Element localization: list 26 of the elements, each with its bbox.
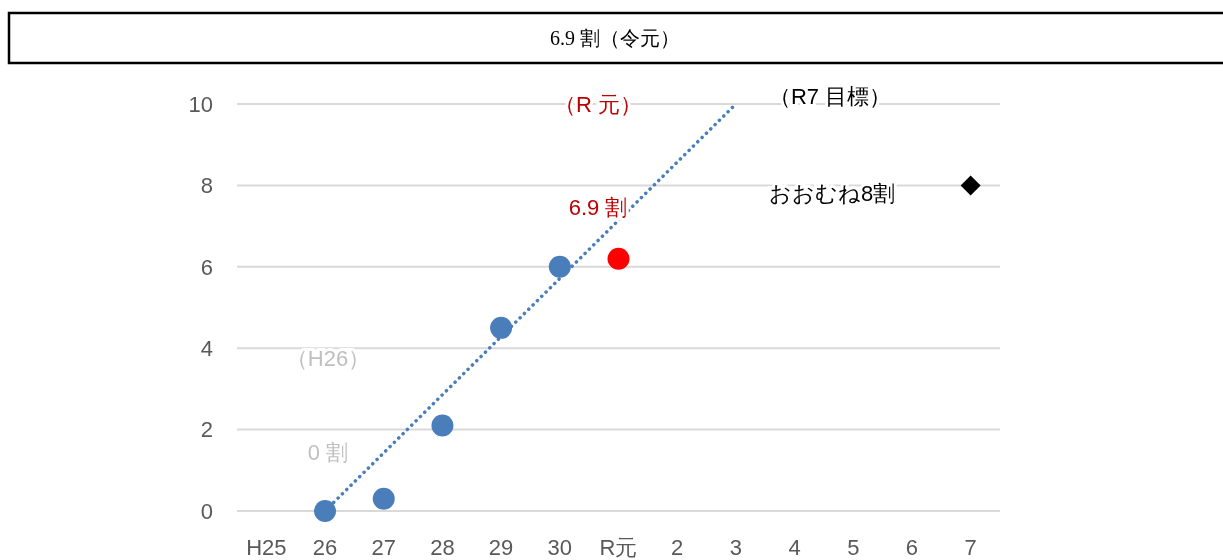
y-tick-label: 4	[200, 335, 213, 361]
x-tick-label: 30	[547, 535, 573, 560]
x-tick-label: 6	[905, 535, 919, 560]
annotation: 0 割	[307, 440, 349, 465]
x-tick-label: 28	[430, 535, 455, 560]
x-tick-label: 4	[788, 535, 801, 560]
x-tick-label: 3	[729, 535, 743, 560]
annotation: おおむね8割	[768, 181, 896, 206]
chart-title: 6.9 割（令元）	[550, 27, 680, 49]
x-tick-label: 27	[371, 535, 396, 560]
x-tick-label: 5	[847, 535, 860, 560]
x-tick-label: H25	[246, 535, 287, 560]
y-tick-label: 0	[200, 498, 213, 524]
x-tick-label: 26	[312, 535, 338, 560]
annotation: （H26）	[285, 346, 371, 371]
x-tick-label: R元	[599, 535, 638, 560]
x-tick-label: 2	[671, 535, 684, 560]
x-tick-label: 29	[488, 535, 514, 560]
y-tick-label: 6	[200, 254, 213, 280]
annotation: （R 元）	[554, 92, 642, 117]
y-tick-label: 8	[200, 173, 213, 199]
x-tick-label: 7	[964, 535, 977, 560]
annotation: （R7 目標）	[768, 84, 892, 109]
y-tick-label: 2	[200, 417, 213, 443]
annotation: 6.9 割	[568, 195, 628, 220]
y-tick-label: 10	[188, 91, 213, 117]
